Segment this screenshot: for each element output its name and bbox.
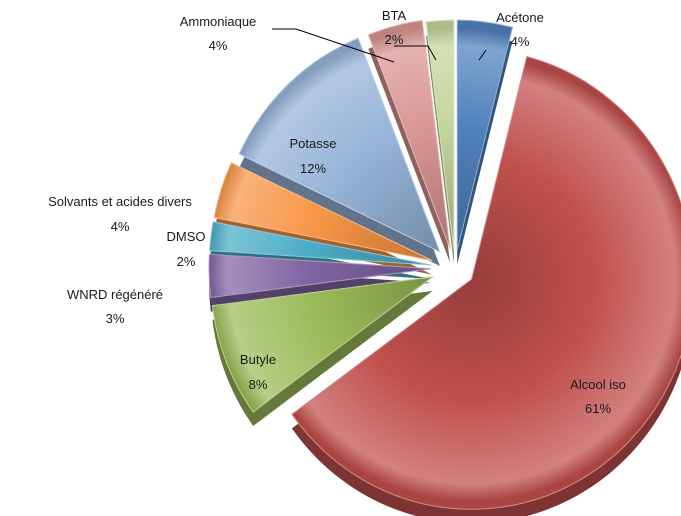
pie-slice-alcool-iso [291, 55, 681, 510]
slice-label-dmso: DMSO [167, 229, 206, 244]
pie-slice-butyle [211, 276, 435, 413]
slice-percent-solvants-et-acides-divers: 4% [111, 219, 130, 234]
slice-percent-ammoniaque: 4% [209, 38, 228, 53]
slice-percent-potasse: 12% [300, 161, 326, 176]
slice-label-wnrd-regenere: WNRD régénéré [67, 287, 163, 302]
pie-slice-potasse [238, 37, 441, 253]
slice-percent-wnrd-regenere: 3% [106, 311, 125, 326]
slice-percent-butyle: 8% [249, 377, 268, 392]
slice-percent-dmso: 2% [177, 254, 196, 269]
slice-label-bta: BTA [382, 8, 407, 23]
pie-slice-ammoniaque [367, 19, 451, 249]
pie-slice-solvants-et-acides-divers [213, 162, 433, 262]
slice-percent-bta: 2% [385, 32, 404, 47]
leader-line-bta [394, 45, 437, 61]
slice-label-ammoniaque: Ammoniaque [180, 14, 257, 29]
leader-line-ammoniaque [272, 28, 395, 63]
pie-slice-bta [425, 19, 455, 251]
slice-label-solvants-et-acides-divers: Solvants et acides divers [48, 194, 192, 209]
pie-slice-acetone [456, 19, 514, 251]
slice-percent-alcool-iso: 61% [585, 401, 611, 416]
pie-slice-wnrd-regenere [208, 253, 432, 299]
slice-label-alcool-iso: Alcool iso [570, 377, 626, 392]
slice-label-butyle: Butyle [240, 352, 276, 367]
slice-percent-acetone: 4% [511, 34, 530, 49]
pie-slice-dmso [209, 221, 432, 266]
slice-label-acetone: Acétone [496, 10, 544, 25]
slice-label-potasse: Potasse [290, 136, 337, 151]
pie-slice-depth-ammoniaque [368, 34, 451, 263]
leader-line-acetone [478, 49, 487, 61]
